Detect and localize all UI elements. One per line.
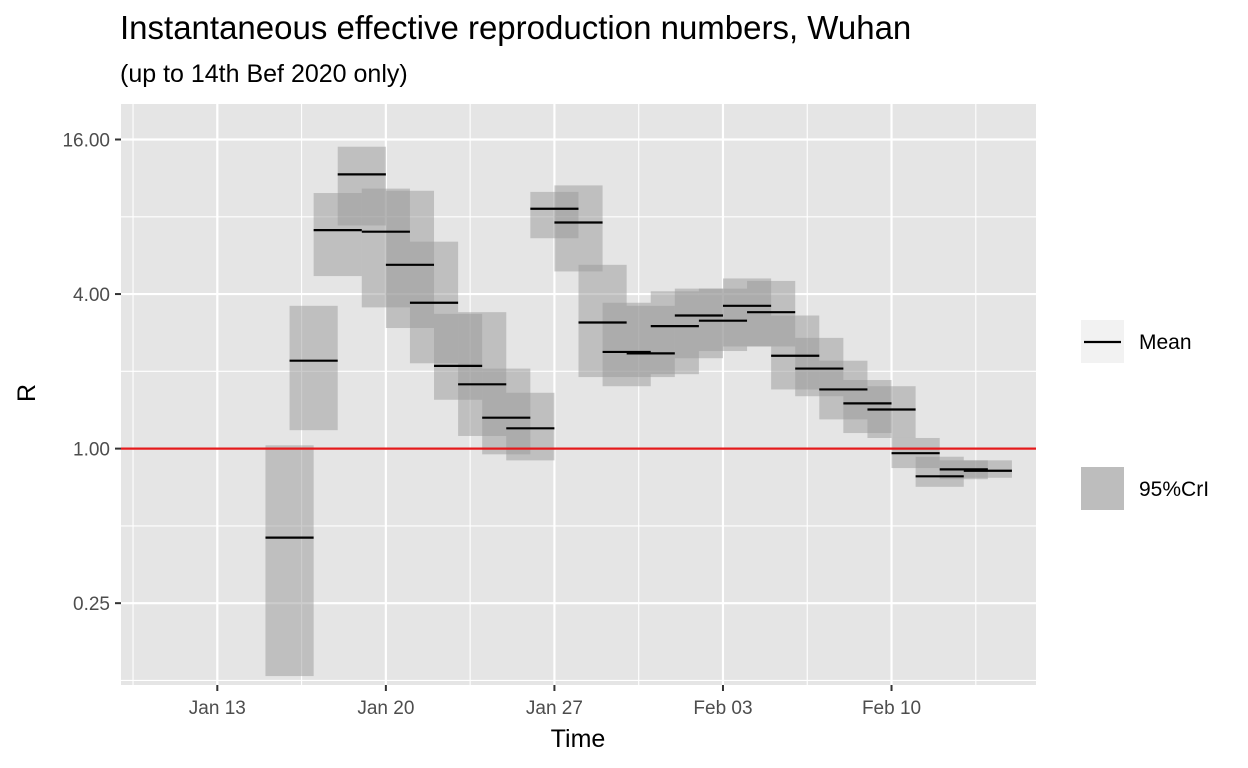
y-tick-label: 4.00 — [73, 285, 110, 306]
cri-ribbon — [506, 392, 555, 461]
ribbon-layer — [265, 146, 1012, 677]
x-tick-label: Feb 10 — [862, 698, 921, 719]
x-tick-label: Jan 27 — [526, 698, 583, 719]
chart-subtitle: (up to 14th Bef 2020 only) — [120, 60, 408, 88]
legend-ribbon-swatch — [1081, 467, 1124, 510]
cri-ribbon — [963, 460, 1012, 478]
x-tick-label: Feb 03 — [693, 698, 752, 719]
y-axis-title: R — [13, 384, 41, 402]
mean-line-layer — [265, 173, 1012, 539]
x-axis-title: Time — [551, 725, 606, 753]
chart-title: Instantaneous effective reproduction num… — [120, 9, 911, 46]
y-tick-label: 0.25 — [73, 594, 110, 615]
cri-ribbon — [289, 305, 338, 431]
cri-ribbon — [867, 386, 916, 438]
legend: Mean 95%CrI — [1081, 320, 1209, 510]
x-axis: Jan 13 Jan 20 Jan 27 Feb 03 Feb 10 — [189, 685, 921, 719]
legend-mean-label: Mean — [1139, 331, 1192, 354]
cri-ribbon — [554, 185, 603, 272]
x-tick-label: Jan 20 — [357, 698, 414, 719]
y-tick-label: 1.00 — [73, 440, 110, 461]
x-tick-label: Jan 13 — [189, 698, 246, 719]
y-axis: 0.25 1.00 4.00 16.00 — [62, 131, 121, 615]
y-tick-label: 16.00 — [62, 131, 110, 152]
cri-ribbon — [265, 445, 314, 677]
legend-ribbon-label: 95%CrI — [1139, 478, 1209, 501]
